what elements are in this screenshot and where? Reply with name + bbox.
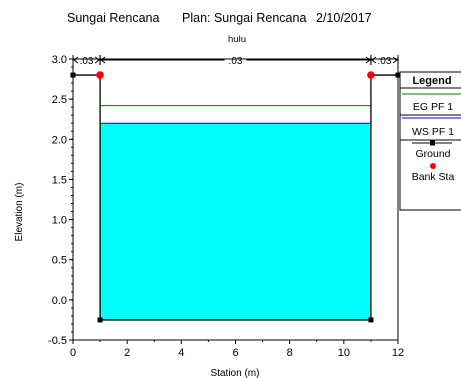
x-tick-label: 4 bbox=[178, 347, 184, 359]
legend-title: Legend bbox=[412, 75, 451, 87]
date-title: 2/10/2017 bbox=[316, 11, 372, 25]
mannings-arrow-left bbox=[73, 56, 79, 64]
ground-point bbox=[368, 317, 374, 323]
y-axis-title: Elevation (m) bbox=[14, 183, 25, 242]
y-tick-label: 0.0 bbox=[52, 295, 67, 307]
water-layer bbox=[100, 123, 371, 320]
mannings-arrow-right bbox=[365, 56, 371, 64]
mannings-arrow-left bbox=[100, 56, 106, 64]
mannings-n-layer: .03 .03 .03 bbox=[72, 55, 399, 67]
legend-entry-label: WS PF 1 bbox=[412, 126, 454, 138]
y-tick-label: 2.0 bbox=[52, 134, 67, 146]
markers-layer bbox=[70, 71, 401, 323]
bank-station-point bbox=[96, 71, 104, 79]
y-tick-label: 1.0 bbox=[52, 215, 67, 227]
ground-point bbox=[97, 317, 103, 323]
water-fill bbox=[100, 123, 371, 320]
x-tick-label: 6 bbox=[232, 347, 238, 359]
reach-subtitle: hulu bbox=[228, 34, 246, 45]
mannings-arrow-right bbox=[94, 56, 100, 64]
x-axis-title: Station (m) bbox=[211, 368, 260, 378]
legend-entry-label: Bank Sta bbox=[412, 171, 455, 183]
y-tick-label: 0.5 bbox=[52, 255, 67, 267]
y-tick-label: 1.5 bbox=[52, 174, 67, 186]
x-tick-label: 12 bbox=[392, 347, 404, 359]
mannings-n-label: .03 bbox=[80, 56, 94, 67]
legend-swatch-marker bbox=[430, 163, 436, 169]
y-tick-label: 2.5 bbox=[52, 94, 67, 106]
ground-point bbox=[70, 72, 76, 78]
lines-layer bbox=[73, 74, 398, 321]
axes-layer: 0 2 4 6 8 10 12 -0.5 0.0 0.5 1.0 1.5 2.0 2.5 3.0 bbox=[48, 54, 404, 359]
bank-station-point bbox=[367, 71, 375, 79]
legend: Legend EG PF 1 WS PF 1 Ground Bank Sta bbox=[399, 71, 461, 211]
x-tick-label: 8 bbox=[287, 347, 293, 359]
legend-entry-label: EG PF 1 bbox=[413, 101, 453, 113]
legend-swatch-marker bbox=[430, 140, 435, 146]
mannings-n-label: .03 bbox=[229, 56, 243, 67]
legend-entry-label: Ground bbox=[415, 148, 450, 160]
y-tick-label: -0.5 bbox=[48, 335, 67, 347]
mannings-arrow-left bbox=[371, 56, 377, 64]
plan-title: Plan: Sungai Rencana bbox=[182, 11, 306, 25]
series-line-ground bbox=[73, 74, 398, 321]
mannings-n-label: .03 bbox=[378, 56, 392, 67]
river-title: Sungai Rencana bbox=[67, 11, 159, 25]
ground-point bbox=[395, 72, 401, 78]
x-tick-label: 10 bbox=[338, 347, 350, 359]
x-tick-label: 2 bbox=[124, 347, 130, 359]
y-tick-label: 3.0 bbox=[52, 54, 67, 66]
mannings-arrow-right bbox=[392, 56, 398, 64]
x-tick-label: 0 bbox=[70, 347, 76, 359]
